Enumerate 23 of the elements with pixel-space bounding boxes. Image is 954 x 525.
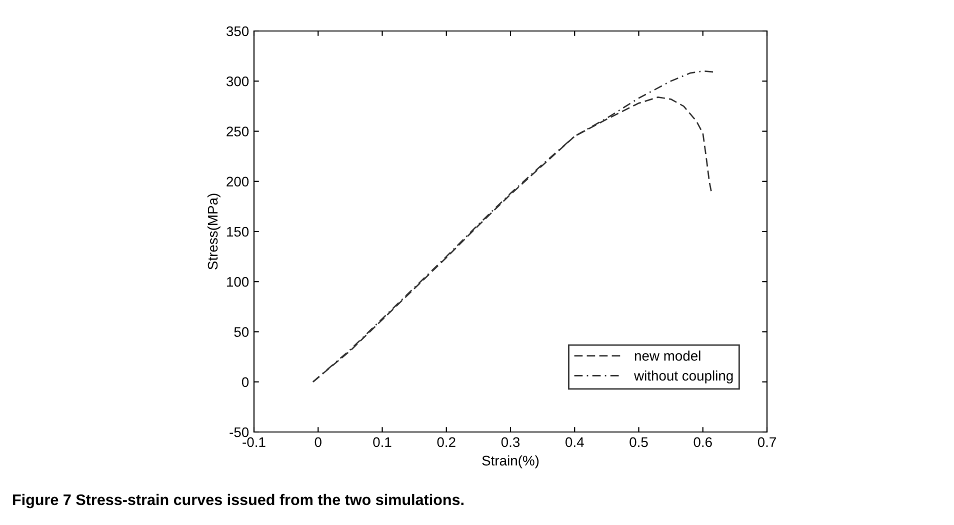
y-tick-label: 50 (234, 327, 249, 337)
y-tick-label: 350 (226, 26, 249, 36)
x-tick-label: 0.7 (758, 437, 776, 448)
caption: Figure 7 Stress-strain curves issued from the two simulations. (13, 494, 464, 508)
x-tick-label: -0.1 (242, 437, 266, 448)
x-tick-label: 0.5 (630, 437, 648, 448)
y-tick-label: 100 (227, 276, 249, 287)
legend-label: without coupling (634, 370, 733, 384)
y-tick-label: 300 (226, 76, 249, 86)
y-tick-label: 250 (226, 126, 249, 136)
x-tick-label: 0.6 (694, 437, 712, 448)
x-tick-label: 0.3 (501, 437, 520, 448)
x-tick-label: 0.1 (373, 437, 392, 448)
y-tick-label: 200 (226, 176, 249, 187)
x-axis-title: Strain(%) (482, 455, 539, 468)
y-tick-label: 150 (227, 226, 249, 237)
y-tick-label: -50 (230, 427, 249, 438)
y-tick-label: 0 (242, 377, 249, 388)
x-tick-label: 0.4 (566, 437, 584, 448)
x-tick-label: 0.2 (437, 437, 456, 448)
x-tick-label: 0 (314, 437, 322, 448)
legend-label: new model (634, 350, 700, 361)
y-axis-title: Stress(MPa) (207, 194, 220, 270)
